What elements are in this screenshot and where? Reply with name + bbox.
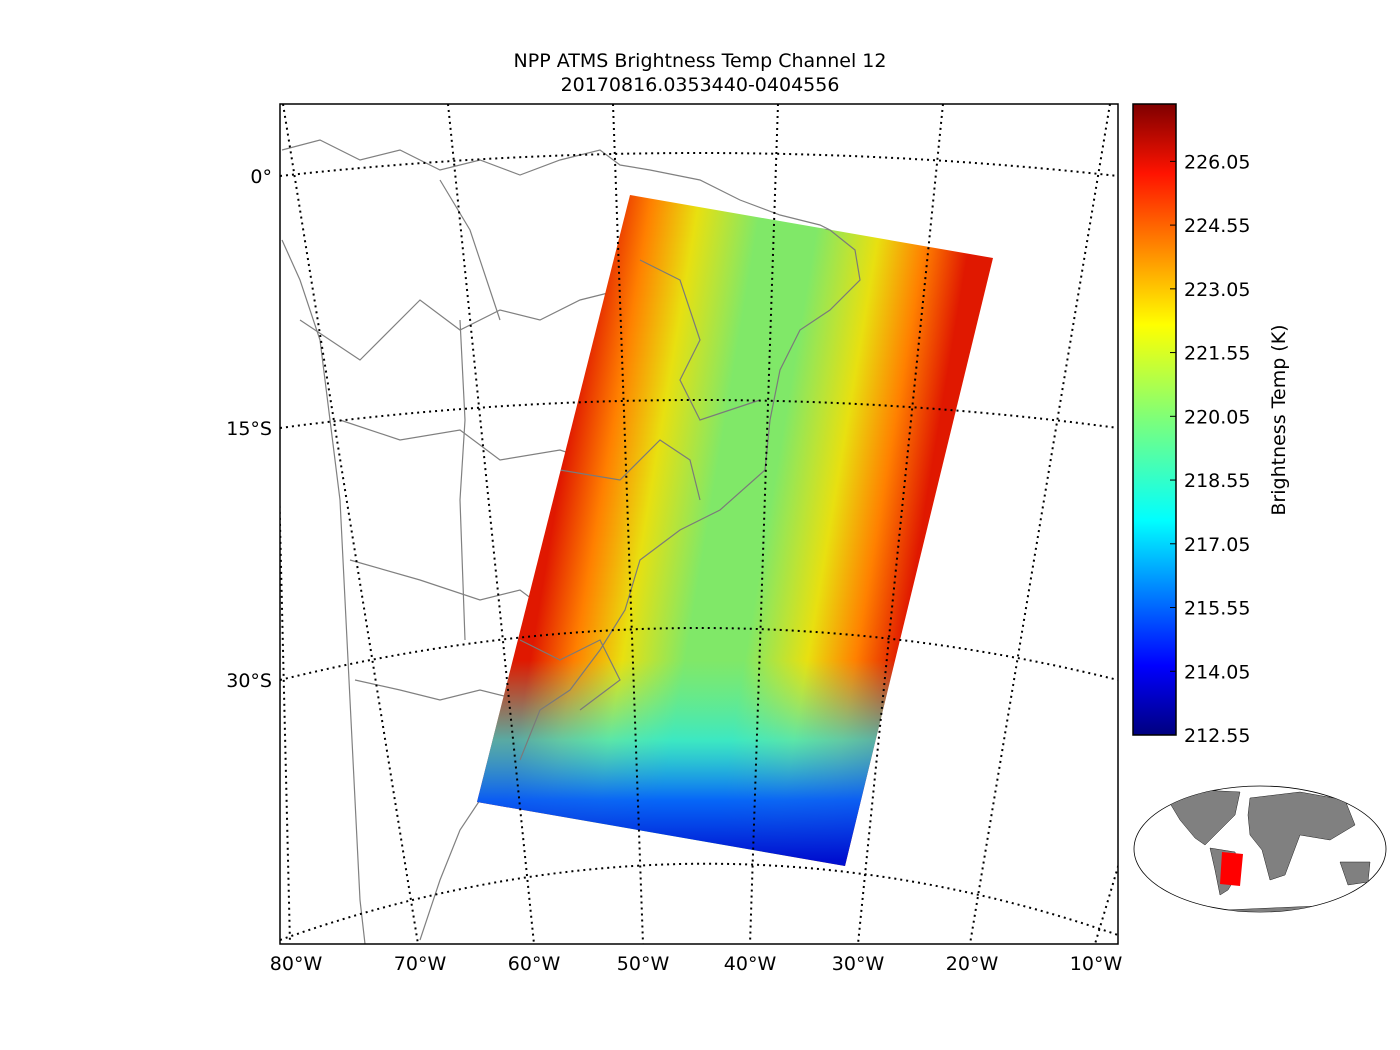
inset-swath [1220,852,1243,886]
colorbar-tick-label: 223.05 [1184,279,1250,301]
inset-land [1167,789,1371,912]
swath [477,195,993,866]
colorbar-tick-label: 217.05 [1184,534,1250,556]
map-frame [279,103,1119,945]
lat-label: 30°S [226,670,272,692]
lat-labels: 0° 15°S 30°S [226,166,272,692]
chart-title: NPP ATMS Brightness Temp Channel 12 [514,50,887,72]
lon-label: 60°W [508,953,561,975]
colorbar-tick-label: 214.05 [1184,661,1250,683]
lon-label: 70°W [394,953,447,975]
colorbar-gradient [1132,103,1177,736]
lon-label: 50°W [617,953,670,975]
lon-labels: 80°W 70°W 60°W 50°W 40°W 30°W 20°W 10°W [270,953,1123,975]
lon-label: 80°W [270,953,323,975]
colorbar-tick-label: 220.05 [1184,406,1250,428]
chart-subtitle: 20170816.0353440-0404556 [561,74,840,96]
inset-globe [1133,785,1387,913]
colorbar-tick-label: 226.05 [1184,151,1250,173]
colorbar-tick-label: 221.55 [1184,343,1250,365]
lat-label: 0° [250,166,272,188]
lat-label: 15°S [226,418,272,440]
graticule [280,104,1118,944]
colorbar-tick-label: 224.55 [1184,215,1250,237]
colorbar-tick-label: 218.55 [1184,470,1250,492]
lon-label: 10°W [1070,953,1123,975]
colorbar-tick-label: 212.55 [1184,725,1250,747]
map-area [280,104,1118,944]
colorbar-label: Brightness Temp (K) [1268,324,1290,515]
swath-cold-region [477,600,993,866]
colorbar-tick-label: 215.55 [1184,598,1250,620]
colorbar: 212.55 214.05 215.55 217.05 218.55 220.05 221.… [1132,103,1290,747]
lon-label: 20°W [946,953,999,975]
lon-label: 30°W [832,953,885,975]
lon-label: 40°W [724,953,777,975]
